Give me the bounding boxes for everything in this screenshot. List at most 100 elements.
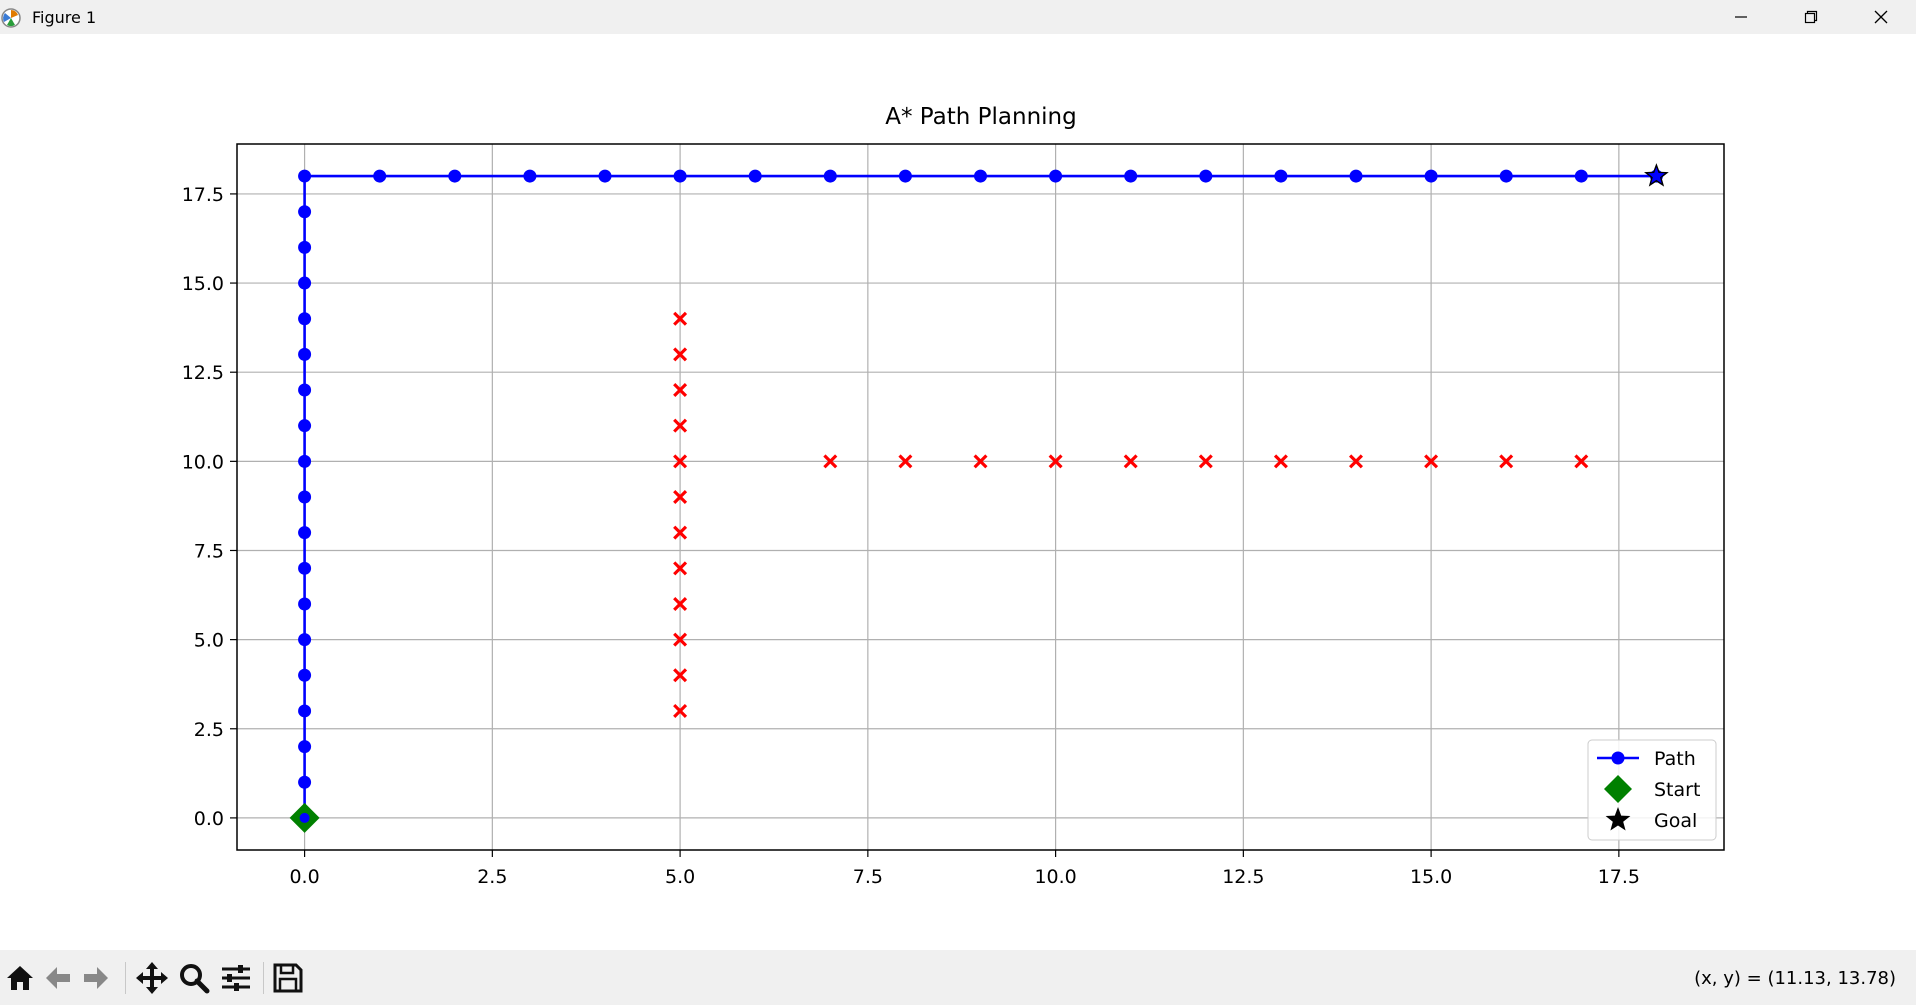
path-point — [1574, 169, 1588, 183]
path-point — [598, 169, 612, 183]
path-point — [298, 419, 312, 433]
path-point — [298, 704, 312, 718]
legend-label: Path — [1654, 748, 1696, 770]
path-point — [298, 633, 312, 647]
obstacle-marker — [1273, 454, 1288, 469]
y-tick-label: 5.0 — [194, 630, 224, 652]
y-tick-label: 10.0 — [182, 451, 224, 473]
x-tick-label: 0.0 — [289, 866, 319, 888]
x-tick-label: 15.0 — [1410, 866, 1452, 888]
plot-canvas[interactable]: A* Path Planning 0.0 2.5 5.0 7.5 10.0 12.5 15.… — [0, 34, 1916, 950]
path-point — [898, 169, 912, 183]
path-point — [298, 347, 312, 361]
path-line — [303, 174, 1657, 818]
restore-icon — [1804, 10, 1818, 24]
back-button[interactable] — [40, 960, 76, 996]
pan-icon — [136, 962, 168, 994]
path-point — [1199, 169, 1213, 183]
path-point — [1124, 169, 1138, 183]
path-point — [298, 312, 312, 326]
x-tick-label: 17.5 — [1598, 866, 1640, 888]
obstacle-marker — [973, 454, 988, 469]
obstacle-marker — [1048, 454, 1063, 469]
obstacle-marker — [673, 596, 688, 611]
obstacle-marker — [673, 525, 688, 540]
goal-marker-inner — [1647, 167, 1665, 184]
obstacle-marker — [898, 454, 913, 469]
save-button[interactable] — [270, 960, 306, 996]
forward-button[interactable] — [78, 960, 114, 996]
y-tick-label: 12.5 — [182, 362, 224, 384]
back-icon — [46, 967, 70, 989]
y-tick-label: 7.5 — [194, 540, 224, 562]
zoom-button[interactable] — [176, 960, 212, 996]
close-button[interactable] — [1846, 0, 1916, 34]
configure-subplots-button[interactable] — [218, 960, 254, 996]
path-point — [298, 205, 312, 219]
y-axis: 0.0 2.5 5.0 7.5 10.0 12.5 15.0 17.5 — [182, 184, 237, 830]
path-point — [373, 169, 387, 183]
pan-button[interactable] — [134, 960, 170, 996]
obstacle-marker — [673, 561, 688, 576]
path-point — [448, 169, 462, 183]
path-point — [298, 240, 312, 254]
path-point — [298, 169, 312, 183]
path-point — [298, 740, 312, 754]
path-point — [523, 169, 537, 183]
obstacle-marker — [823, 454, 838, 469]
obstacle-marker — [1574, 454, 1589, 469]
obstacle-marker — [673, 632, 688, 647]
path-point — [298, 276, 312, 290]
x-axis: 0.0 2.5 5.0 7.5 10.0 12.5 15.0 17.5 — [289, 850, 1640, 888]
close-icon — [1874, 10, 1888, 24]
path-point — [823, 169, 837, 183]
obstacle-marker — [1123, 454, 1138, 469]
obstacle-marker — [673, 347, 688, 362]
path-point — [1349, 169, 1363, 183]
home-button[interactable] — [2, 960, 38, 996]
y-tick-label: 15.0 — [182, 273, 224, 295]
legend-goal-marker — [1605, 807, 1631, 831]
path-point — [298, 526, 312, 540]
obstacle-marker — [673, 383, 688, 398]
path-point — [298, 597, 312, 611]
path-point — [1049, 169, 1063, 183]
path-point — [298, 668, 312, 682]
title-bar: Figure 1 — [0, 0, 1916, 34]
window-title: Figure 1 — [32, 8, 97, 27]
legend-label: Start — [1654, 779, 1700, 801]
chart-title: A* Path Planning — [885, 104, 1076, 130]
minimize-icon — [1735, 16, 1747, 18]
toolbar-separator — [125, 962, 126, 994]
coordinates-readout: (x, y) = (11.13, 13.78) — [1694, 968, 1896, 989]
minimize-button[interactable] — [1706, 0, 1776, 34]
save-icon — [273, 963, 303, 993]
x-tick-label: 2.5 — [477, 866, 507, 888]
y-tick-label: 2.5 — [194, 719, 224, 741]
axes-frame — [236, 143, 1725, 851]
obstacle-marker — [673, 490, 688, 504]
path-point — [298, 454, 312, 468]
matplotlib-icon — [1, 8, 21, 28]
obstacle-marker — [1198, 454, 1213, 469]
y-tick-label: 0.0 — [194, 808, 224, 830]
x-tick-label: 5.0 — [665, 866, 695, 888]
obstacle-marker — [673, 311, 688, 326]
toolbar-separator — [263, 962, 264, 994]
legend-start-marker — [1604, 775, 1632, 803]
path-point — [299, 812, 310, 823]
series-layer — [289, 163, 1669, 833]
obstacle-marker — [673, 418, 688, 433]
obstacle-marker — [1424, 454, 1439, 469]
obstacle-marker — [1349, 454, 1364, 469]
path-point — [298, 561, 312, 575]
path-point — [1274, 169, 1288, 183]
path-point — [298, 775, 312, 789]
home-icon — [7, 966, 33, 990]
legend: Path Start Goal — [1587, 739, 1717, 841]
restore-button[interactable] — [1776, 0, 1846, 34]
path-point — [1499, 169, 1513, 183]
obstacle-marker — [673, 668, 688, 683]
grid-lines — [237, 144, 1724, 850]
x-tick-label: 7.5 — [853, 866, 883, 888]
